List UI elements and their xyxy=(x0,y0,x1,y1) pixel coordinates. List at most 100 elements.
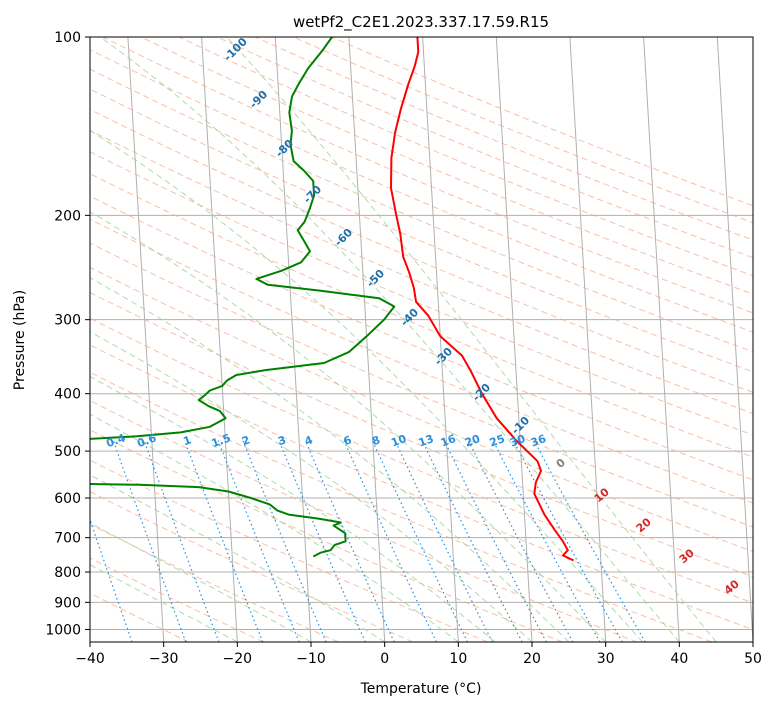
isotherm-line xyxy=(569,37,607,642)
dry-adiabat-label: -40 xyxy=(398,306,421,329)
mixing-ratio-label: 8 xyxy=(370,433,382,448)
mixing-ratio-line xyxy=(278,440,366,642)
dry-adiabat-line xyxy=(90,88,753,373)
moist-adiabat-label: 40 xyxy=(722,577,742,597)
mixing-ratio-line xyxy=(443,440,547,642)
dry-adiabat-line xyxy=(254,37,753,241)
y-tick-label: 1000 xyxy=(45,622,81,638)
mixing-ratio-label: 6 xyxy=(342,433,354,448)
moist-adiabat-line xyxy=(90,522,312,642)
mixing-ratio-line xyxy=(112,440,187,642)
dry-adiabat-line xyxy=(90,317,753,604)
dewpoint-line xyxy=(90,37,396,558)
mixing-ratio-line xyxy=(533,440,646,642)
mixing-ratio-label: 10 xyxy=(389,432,408,450)
moist-adiabat-line xyxy=(226,37,717,642)
dry-adiabat-line xyxy=(90,491,414,642)
isotherm-line xyxy=(348,37,386,642)
y-tick-label: 900 xyxy=(54,595,81,611)
mixing-ratio-label: 16 xyxy=(439,432,458,450)
x-tick-label: 40 xyxy=(670,651,688,667)
mixing-ratio-line xyxy=(343,440,437,642)
isotherm-line xyxy=(274,37,312,642)
y-tick-label: 800 xyxy=(54,565,81,581)
mixing-ratio-label: 1.5 xyxy=(210,431,233,450)
y-tick-label: 100 xyxy=(54,30,81,46)
moist-adiabat-line xyxy=(90,277,570,642)
isotherm-line xyxy=(201,37,238,642)
x-tick-label: −30 xyxy=(149,651,179,667)
dry-adiabat-line xyxy=(90,49,753,333)
dry-adiabat-line xyxy=(90,429,563,642)
mixing-ratio-label: 0.4 xyxy=(105,431,128,450)
isotherm-line xyxy=(127,37,165,642)
moist-adiabat-line xyxy=(99,37,680,642)
isotherm-line xyxy=(90,633,91,642)
dry-adiabat-line xyxy=(90,173,753,458)
dry-adiabat-line xyxy=(331,37,753,207)
mixing-ratio-label: 13 xyxy=(417,432,436,449)
mixing-ratio-line xyxy=(143,440,220,642)
moist-adiabat-line xyxy=(90,331,533,642)
mixing-ratio-line xyxy=(512,440,623,642)
mixing-ratio-label: 30 xyxy=(508,432,527,450)
y-tick-label: 400 xyxy=(54,387,81,403)
y-axis-label: Pressure (hPa) xyxy=(12,290,28,390)
dry-adiabat-label: -30 xyxy=(432,345,455,368)
dry-adiabat-line xyxy=(90,592,190,642)
isotherm-line xyxy=(495,37,533,642)
mixing-ratio-label: 4 xyxy=(303,433,315,448)
moist-adiabat-line xyxy=(90,129,643,642)
x-tick-label: 20 xyxy=(523,651,541,667)
moist-adiabat-label: 20 xyxy=(634,515,654,535)
chart-title: wetPf2_C2E1.2023.337.17.59.R15 xyxy=(293,13,549,32)
mixing-ratio-line xyxy=(217,440,300,642)
moist-adiabat-line xyxy=(90,211,607,642)
dry-adiabat-line xyxy=(90,344,753,631)
mixing-ratio-line xyxy=(394,440,493,642)
mixing-ratio-line xyxy=(492,440,601,642)
moist-adiabat-line xyxy=(90,375,496,642)
dry-adiabat-line xyxy=(90,371,712,642)
isotherm-line xyxy=(716,37,753,642)
dry-adiabat-line xyxy=(90,242,753,528)
x-tick-label: 50 xyxy=(744,651,762,667)
dry-adiabat-line xyxy=(293,37,753,224)
y-tick-label: 300 xyxy=(54,313,81,329)
mixing-ratio-label: 3 xyxy=(276,433,288,448)
temperature-line xyxy=(390,37,575,562)
dry-adiabat-label: -50 xyxy=(364,267,387,290)
dry-adiabat-line xyxy=(90,151,753,436)
dry-adiabat-line xyxy=(90,108,753,393)
moist-adiabat-line xyxy=(90,564,238,642)
dry-adiabat-line xyxy=(140,37,753,295)
dry-adiabat-line xyxy=(90,266,753,553)
y-tick-label: 700 xyxy=(54,531,81,547)
y-tick-label: 200 xyxy=(54,208,81,224)
dry-adiabat-line xyxy=(90,195,753,481)
dry-adiabat-label: -100 xyxy=(221,35,250,64)
mixing-ratio-line xyxy=(371,440,469,642)
mixing-ratio-label: 25 xyxy=(488,432,507,449)
x-tick-label: 0 xyxy=(380,651,389,667)
y-tick-label: 600 xyxy=(54,491,81,507)
isotherm-line xyxy=(643,37,680,642)
x-axis: −40 −30 −20 −10 0 10 20 30 40 50 xyxy=(75,642,762,667)
plot-area: -100-90-80-70-60-50-40-30-20-100.1 0.2 0.4… xyxy=(90,35,753,642)
x-tick-label: 10 xyxy=(449,651,467,667)
mixing-ratio-line xyxy=(421,440,523,642)
x-tick-label: 30 xyxy=(597,651,615,667)
moist-adiabat-label: 10 xyxy=(592,485,612,505)
x-tick-label: −40 xyxy=(75,651,105,667)
dry-adiabat-label: -70 xyxy=(301,183,324,206)
plot-frame xyxy=(89,36,754,643)
mixing-ratio-line xyxy=(90,517,133,642)
moist-adiabat-line xyxy=(90,474,385,642)
dry-adiabat-line xyxy=(90,129,753,415)
mixing-ratio-label: 1 xyxy=(182,433,194,448)
x-tick-label: −20 xyxy=(223,651,253,667)
mixing-ratio-label: 0.6 xyxy=(135,431,158,450)
dry-adiabat-line xyxy=(90,68,753,353)
mixing-ratio-label: 20 xyxy=(463,432,482,450)
